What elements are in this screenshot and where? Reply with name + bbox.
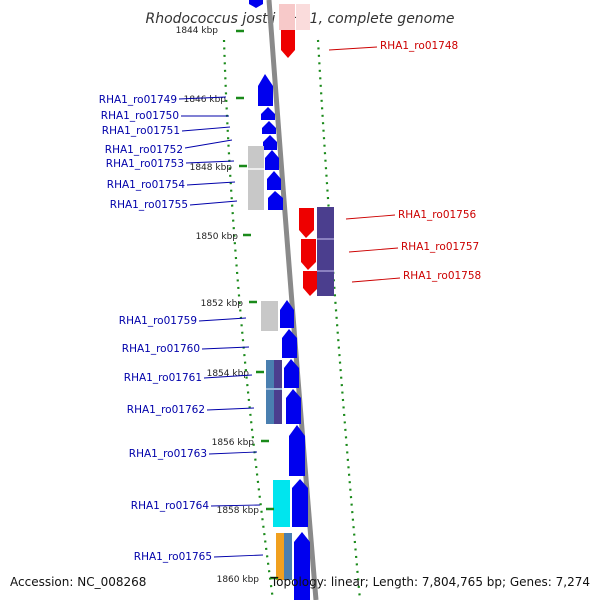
- gene-leader-line: [206, 407, 255, 411]
- scale-tick-label: 1858 kbp: [217, 506, 260, 516]
- gene-block: [266, 360, 274, 424]
- gene-label-rha1-ro01755[interactable]: RHA1_ro01755: [110, 199, 188, 211]
- gene-label-rha1-ro01760[interactable]: RHA1_ro01760: [122, 343, 200, 355]
- topology-text: Topology: linear; Length: 7,804,765 bp; …: [270, 575, 590, 589]
- gene-label-rha1-ro01758[interactable]: RHA1_ro01758: [403, 270, 481, 282]
- gene-block: [248, 146, 264, 210]
- gene-leader-line: [208, 451, 258, 455]
- gene-label-rha1-ro01750[interactable]: RHA1_ro01750: [101, 110, 179, 122]
- gene-leader-line: [185, 160, 235, 164]
- gene-arrow: [262, 121, 276, 134]
- genome-backbone: [266, 0, 319, 600]
- gene-leader-line: [186, 181, 236, 186]
- gene-leader-line: [184, 139, 233, 149]
- gene-arrow: [281, 30, 295, 58]
- accession-text: Accession: NC_008268: [10, 575, 146, 589]
- gene-leader-line: [210, 504, 261, 507]
- gene-block: [317, 270, 334, 272]
- gene-block: [266, 388, 282, 390]
- gene-leader-line: [328, 46, 378, 51]
- scale-tick-label: 1846 kbp: [184, 95, 227, 105]
- gene-arrow: [294, 532, 310, 600]
- gene-label-rha1-ro01757[interactable]: RHA1_ro01757: [401, 241, 479, 253]
- gene-block: [296, 4, 310, 30]
- gene-label-rha1-ro01748[interactable]: RHA1_ro01748: [380, 40, 458, 52]
- gene-label-rha1-ro01756[interactable]: RHA1_ro01756: [398, 209, 477, 221]
- gene-label-rha1-ro01754[interactable]: RHA1_ro01754: [107, 179, 186, 191]
- gene-arrow: [301, 239, 316, 270]
- gene-arrow: [267, 171, 281, 190]
- gene-leader-line: [348, 247, 399, 253]
- gene-label-rha1-ro01765[interactable]: RHA1_ro01765: [134, 551, 212, 563]
- scale-tick-label: 1852 kbp: [201, 299, 244, 309]
- gene-block: [261, 301, 278, 331]
- gene-block: [274, 360, 282, 424]
- gene-leader-line: [201, 346, 250, 350]
- gene-arrow: [258, 74, 273, 106]
- gene-leader-line: [351, 277, 401, 283]
- gene-arrow: [303, 271, 318, 296]
- scale-tick-label: 1848 kbp: [190, 163, 233, 173]
- gene-block: [317, 207, 334, 296]
- gene-arrow: [261, 107, 275, 120]
- gene-block: [273, 480, 290, 527]
- gene-arrow: [249, 0, 263, 8]
- gene-arrow: [263, 135, 277, 150]
- left-dotted-guide: [222, 39, 275, 600]
- gene-leader-line: [189, 200, 238, 206]
- gene-leader-line: [203, 374, 253, 379]
- gene-arrow: [292, 479, 308, 527]
- gene-arrow: [282, 329, 297, 358]
- gene-label-rha1-ro01764[interactable]: RHA1_ro01764: [131, 500, 210, 512]
- gene-block: [279, 4, 295, 30]
- gene-leader-line: [345, 214, 396, 220]
- scale-tick-label: 1856 kbp: [212, 438, 255, 448]
- gene-label-rha1-ro01761[interactable]: RHA1_ro01761: [124, 372, 202, 384]
- scale-ticks: 1844 kbp 1846 kbp 1848 kbp 1850 kbp 1852 kbp…: [176, 26, 278, 585]
- scale-tick-label: 1854 kbp: [207, 369, 250, 379]
- gene-leader-line: [181, 126, 231, 132]
- gene-block: [276, 533, 284, 580]
- gene-arrow: [265, 150, 279, 170]
- gene-arrow: [286, 389, 301, 424]
- gene-arrow: [268, 191, 283, 210]
- scale-tick-label: 1850 kbp: [196, 232, 239, 242]
- gene-label-rha1-ro01762[interactable]: RHA1_ro01762: [127, 404, 205, 416]
- gene-arrow: [284, 359, 299, 388]
- scale-tick-label: 1860 kbp: [217, 575, 260, 585]
- right-dotted-guide: [316, 39, 362, 600]
- gene-label-rha1-ro01759[interactable]: RHA1_ro01759: [119, 315, 197, 327]
- gene-label-rha1-ro01749[interactable]: RHA1_ro01749: [99, 94, 177, 106]
- gene-block: [248, 168, 264, 170]
- gene-label-rha1-ro01763[interactable]: RHA1_ro01763: [129, 448, 207, 460]
- gene-label-rha1-ro01753[interactable]: RHA1_ro01753: [106, 158, 184, 170]
- gene-block: [284, 533, 292, 580]
- gene-leader-line: [178, 96, 227, 100]
- gene-arrow: [289, 425, 305, 476]
- gene-features: [248, 0, 334, 600]
- gene-labels: RHA1_ro01748 RHA1_ro01749 RHA1_ro01750 RHA1…: [99, 40, 481, 563]
- gene-label-rha1-ro01751[interactable]: RHA1_ro01751: [102, 125, 180, 137]
- scale-tick-label: 1844 kbp: [176, 26, 219, 36]
- gene-label-rha1-ro01752[interactable]: RHA1_ro01752: [105, 144, 183, 156]
- gene-leader-line: [198, 317, 247, 322]
- strand-guides: [222, 39, 362, 600]
- gene-block: [317, 238, 334, 240]
- gene-arrow: [280, 300, 294, 328]
- gene-arrow: [299, 208, 314, 238]
- gene-leader-line: [213, 554, 264, 558]
